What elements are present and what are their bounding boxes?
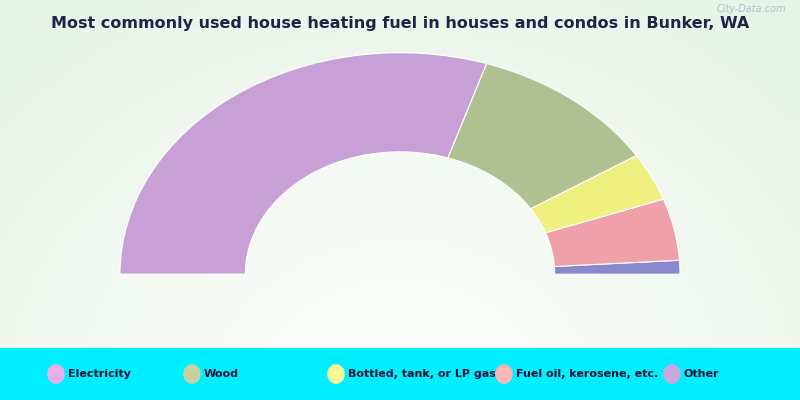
Ellipse shape bbox=[327, 364, 345, 384]
Wedge shape bbox=[448, 64, 637, 209]
Ellipse shape bbox=[47, 364, 65, 384]
Text: Most commonly used house heating fuel in houses and condos in Bunker, WA: Most commonly used house heating fuel in… bbox=[51, 16, 749, 31]
Text: Wood: Wood bbox=[204, 369, 239, 379]
Ellipse shape bbox=[495, 364, 513, 384]
Text: Electricity: Electricity bbox=[68, 369, 131, 379]
Wedge shape bbox=[530, 156, 663, 233]
Ellipse shape bbox=[183, 364, 201, 384]
Text: Bottled, tank, or LP gas: Bottled, tank, or LP gas bbox=[348, 369, 496, 379]
Wedge shape bbox=[546, 199, 679, 266]
Ellipse shape bbox=[663, 364, 681, 384]
Wedge shape bbox=[554, 260, 680, 274]
Wedge shape bbox=[120, 53, 486, 274]
Text: City-Data.com: City-Data.com bbox=[717, 4, 786, 14]
Text: Fuel oil, kerosene, etc.: Fuel oil, kerosene, etc. bbox=[516, 369, 658, 379]
Text: Other: Other bbox=[684, 369, 719, 379]
